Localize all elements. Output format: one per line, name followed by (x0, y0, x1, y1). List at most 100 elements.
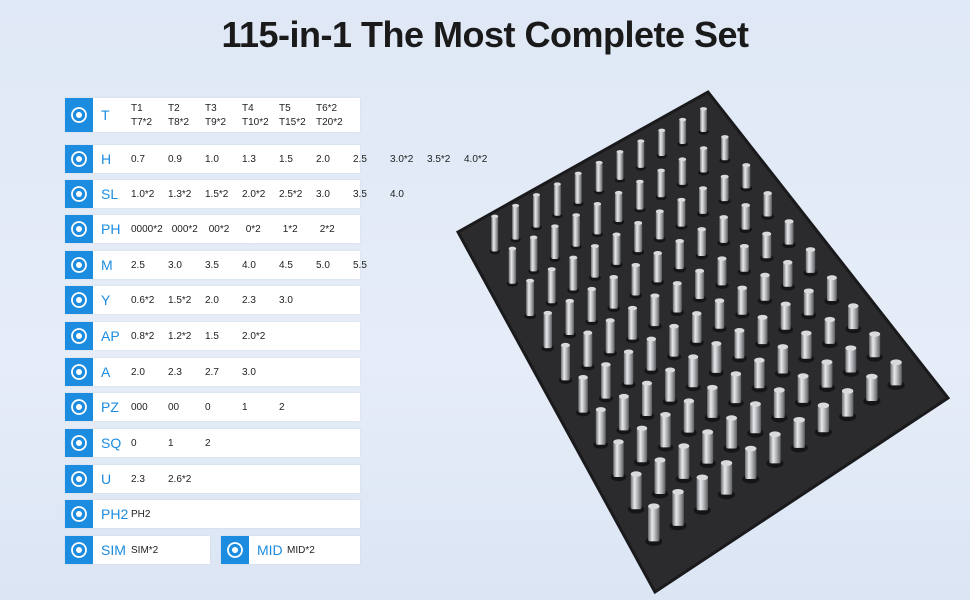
size-column: 000 (131, 402, 159, 413)
bit-tip (783, 260, 793, 265)
bit (784, 221, 794, 245)
bit (572, 215, 580, 247)
type-icon (65, 358, 93, 386)
bit (692, 313, 702, 343)
icon-glyph (71, 542, 87, 558)
bit-tip (805, 247, 816, 252)
bit (707, 387, 718, 418)
size-column: T2 T8*2 (168, 103, 196, 128)
size: 3.0 (168, 259, 182, 271)
bit-tip (824, 316, 836, 323)
type-icon (65, 215, 93, 243)
size: 2.3 (131, 473, 145, 485)
size: 2.5 (131, 259, 145, 271)
bit (730, 373, 742, 404)
sizes: 2.0 2.3 2.7 3.0 (131, 367, 270, 378)
icon-glyph (71, 471, 87, 487)
type-icon (65, 536, 93, 564)
bit (714, 300, 725, 329)
size-column: 00*2 (209, 224, 237, 235)
size: 1*2 (282, 223, 298, 235)
bit (763, 193, 772, 217)
bit-row: PH2 PH2 (65, 500, 360, 528)
size: 2.0 (316, 153, 330, 165)
bit (741, 205, 750, 230)
size-column: 4.0 (390, 189, 418, 200)
size: 0.9 (168, 153, 182, 165)
bit (841, 391, 854, 417)
bit-tip (565, 298, 575, 304)
size-column: 5.5 (353, 260, 381, 271)
sizes: MID*2 (287, 545, 315, 556)
size-column: 1.5*2 (205, 189, 233, 200)
type-code: AP (101, 328, 120, 344)
size: 1.5*2 (168, 294, 192, 306)
size: 2.0 (205, 294, 219, 306)
bit (769, 434, 781, 464)
bit-tip (730, 371, 742, 377)
type-icon (65, 251, 93, 279)
sizes: 1.0*2 1.3*2 1.5*2 2.0*2 2.5*2 3.0 3.5 4.0 (131, 189, 418, 200)
bit-tip (630, 471, 642, 477)
bit-tip (601, 362, 611, 367)
icon-glyph (71, 221, 87, 237)
bit-tip (699, 146, 708, 151)
bit-tip (699, 107, 707, 111)
size: 1.5 (205, 330, 219, 342)
bit-tip (821, 359, 833, 365)
bit-tip (658, 128, 666, 133)
size: 2.0*2 (242, 330, 266, 342)
bit-tip (688, 354, 699, 360)
size-column: MID*2 (287, 545, 315, 556)
bit-tip (595, 407, 606, 413)
size: 00 (168, 401, 180, 413)
bit (890, 362, 902, 386)
bit-row: U 2.3 2.6*2 (65, 465, 360, 493)
size-column: 1 (242, 402, 270, 413)
bit-tip (560, 342, 570, 348)
icon-glyph (71, 364, 87, 380)
size-column: SIM*2 (131, 545, 159, 556)
bit-row: M 2.5 3.0 3.5 4.0 4.5 5.0 5.5 (65, 251, 367, 279)
size-column: 1 (168, 438, 196, 449)
size: 1.2*2 (168, 330, 192, 342)
bit (672, 491, 684, 526)
bit-tip (777, 344, 789, 350)
size-column: 2.3 (242, 295, 270, 306)
size-column: 0.7 (131, 154, 159, 165)
bit-tip (590, 244, 599, 249)
bit-row: AP 0.8*2 1.2*2 1.5 2.0*2 (65, 322, 360, 350)
bit-tip (587, 286, 597, 292)
type-icon (65, 98, 93, 132)
bit (762, 233, 772, 259)
bit-tip (695, 268, 705, 274)
bit-tip (529, 235, 538, 240)
size: 2 (279, 401, 285, 413)
bit (614, 192, 623, 222)
bit (618, 396, 629, 431)
bit (616, 151, 624, 180)
size-column: 2 (205, 438, 233, 449)
size-column: 0 (205, 402, 233, 413)
bit-tip (769, 431, 781, 438)
bit-tip (623, 349, 634, 355)
bit-row: SL 1.0*2 1.3*2 1.5*2 2.0*2 2.5*2 3.0 3.5 4.0 (65, 180, 404, 208)
bit-tip (665, 367, 676, 373)
size-column: 3.5 (205, 260, 233, 271)
bit-tip (583, 330, 593, 336)
bit (560, 345, 570, 381)
size: 3.5*2 (427, 153, 451, 165)
size: 2.7 (205, 366, 219, 378)
type-icon (65, 286, 93, 314)
size: 3.0 (242, 366, 256, 378)
bit-tip (642, 380, 653, 386)
bit (543, 312, 553, 349)
size: 4.5 (279, 259, 293, 271)
bit (609, 277, 618, 309)
bit-tip (532, 193, 540, 197)
bit (869, 334, 881, 358)
size-column: 0.6*2 (131, 295, 159, 306)
size-column: 2.3 (131, 474, 159, 485)
size-column: 3.0*2 (390, 154, 418, 165)
bit-tip (669, 323, 679, 329)
